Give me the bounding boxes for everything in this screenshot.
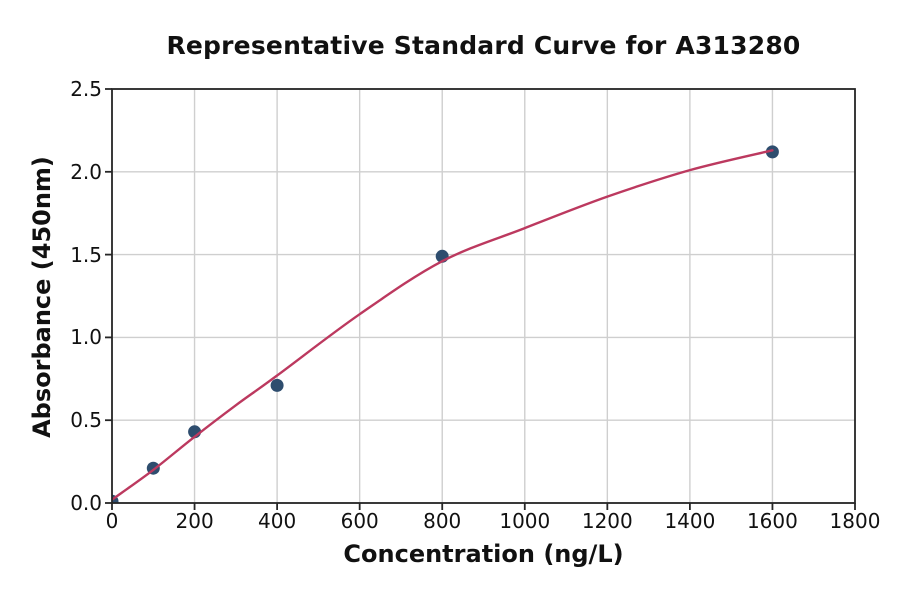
x-tick-label: 1600 [746, 509, 798, 533]
plot-border [111, 88, 856, 504]
y-tick-label: 1.5 [70, 242, 102, 267]
data-point [112, 494, 119, 503]
x-axis-label: Concentration (ng/L) [343, 540, 624, 568]
x-tick-label: 200 [175, 509, 214, 533]
y-tick-label: 2.5 [70, 77, 102, 101]
fitted-curve [112, 149, 774, 501]
x-tick-label: 0 [105, 509, 119, 533]
y-tick-label: 0.5 [70, 408, 102, 433]
x-tick-label: 400 [258, 509, 297, 533]
y-tick-label: 0.0 [70, 491, 102, 515]
series-layer [112, 145, 779, 503]
x-tick-label: 1200 [581, 509, 633, 533]
x-tick-label: 1800 [829, 509, 881, 533]
y-tick-label: 2.0 [70, 159, 102, 184]
x-tick-label: 800 [423, 509, 462, 533]
data-point [270, 378, 284, 392]
x-tick-label: 600 [340, 509, 379, 533]
y-tick-label: 1.0 [70, 325, 102, 350]
x-tick-label: 1000 [499, 509, 551, 533]
data-point [765, 145, 779, 159]
chart-title: Representative Standard Curve for A31328… [166, 31, 801, 60]
x-tick-label: 1400 [664, 509, 716, 533]
